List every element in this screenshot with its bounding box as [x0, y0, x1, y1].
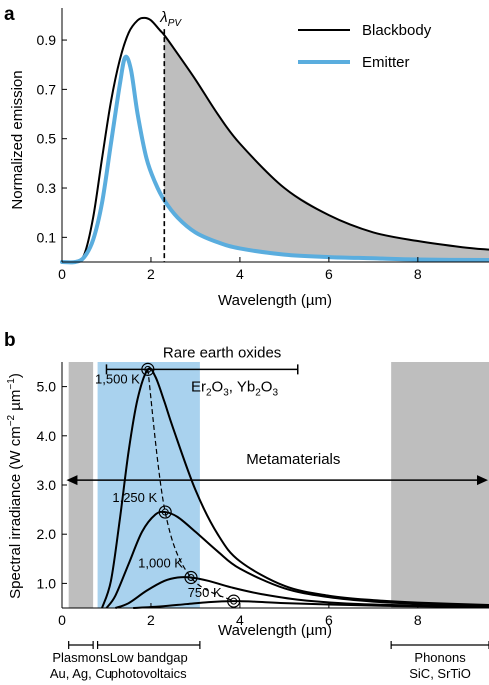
oxide-formula: Er2O3, Yb2O3 — [191, 378, 278, 398]
y-tick-label: 3.0 — [37, 477, 57, 493]
panel-b-x-label: Wavelength (µm) — [218, 622, 332, 639]
metamaterials-label: Metamaterials — [246, 451, 340, 468]
panel-a-x-label: Wavelength (µm) — [218, 292, 332, 309]
panel-b-series — [101, 367, 489, 609]
panel-a-legend: Blackbody Emitter — [298, 22, 432, 71]
x-tick-label: 8 — [414, 266, 422, 282]
region-plasmons — [68, 362, 94, 608]
panel-a-label: a — [4, 4, 15, 25]
panel-a-y-ticks: 0.1 0.3 0.5 0.7 0.9 — [37, 32, 67, 245]
temperature-labels: 1,500 K 1,250 K 1,000 K 750 K — [95, 371, 222, 600]
x-tick-label: 4 — [236, 266, 244, 282]
panel-a-x-ticks: 0 2 4 6 8 — [58, 257, 422, 282]
peak-marker-outer — [227, 594, 241, 608]
phonons-label-line1: Phonons — [414, 650, 466, 665]
panel-a: a λPV 0 2 4 6 8 0.1 0.3 0.5 0.7 0.9 Wavelength (… — [4, 4, 489, 309]
legend-emitter: Emitter — [362, 54, 410, 71]
curve-750k — [133, 600, 489, 609]
panel-b-y-label: Spectral irradiance (W cm−2 µm−1) — [6, 373, 24, 599]
region-low-bandgap — [97, 362, 200, 608]
metamaterials-arrowhead-left — [66, 475, 78, 486]
peak-marker-outer — [184, 570, 198, 585]
lambda-pv-label: λPV — [159, 9, 182, 29]
curve-1500k — [101, 367, 489, 609]
x-tick-label: 6 — [325, 612, 333, 628]
panel-a-shaded-area — [164, 35, 489, 261]
y-tick-label: 0.7 — [37, 81, 57, 97]
x-tick-label: 2 — [147, 266, 155, 282]
y-tick-label: 0.5 — [37, 131, 57, 147]
legend-blackbody: Blackbody — [362, 22, 432, 39]
temp-label: 1,500 K — [95, 371, 140, 386]
emitter-line — [60, 54, 489, 265]
rare-earth-label: Rare earth oxides — [163, 344, 281, 361]
y-tick-label: 5.0 — [37, 379, 57, 395]
peak-marker-outer — [158, 505, 172, 519]
x-tick-label: 0 — [58, 612, 66, 628]
x-tick-label: 4 — [236, 612, 244, 628]
phonons-label-line2: SiC, SrTiO — [409, 666, 471, 681]
y-tick-label: 0.3 — [37, 180, 57, 196]
blackbody-line — [74, 16, 489, 263]
temp-label: 750 K — [188, 585, 222, 600]
x-tick-label: 2 — [147, 612, 155, 628]
peak-marker-inner — [230, 597, 238, 605]
x-tick-label: 8 — [414, 612, 422, 628]
x-tick-label: 0 — [58, 266, 66, 282]
temp-label: 1,250 K — [112, 490, 157, 505]
curve-1000k — [115, 576, 489, 609]
panel-a-series — [60, 16, 489, 265]
panel-b: b 1,500 K 1,250 K 1,000 K 750 K Rare earth … — [4, 330, 489, 681]
peak-locus-dashed — [147, 369, 234, 602]
plasmons-label-line1: Plasmons — [52, 650, 110, 665]
panel-b-y-ticks: 1.0 2.0 3.0 4.0 5.0 — [37, 379, 67, 591]
y-tick-label: 0.9 — [37, 32, 57, 48]
panel-a-y-label: Normalized emission — [9, 70, 26, 209]
y-tick-label: 2.0 — [37, 526, 57, 542]
low_bandgap-label-line1: Low bandgap — [110, 650, 188, 665]
region-phonons — [391, 362, 489, 608]
y-tick-label: 0.1 — [37, 229, 57, 245]
plasmons-label-line2: Au, Ag, Cu — [50, 666, 112, 681]
temp-label: 1,000 K — [138, 555, 183, 570]
peak-marker-inner — [187, 573, 195, 581]
peak-marker-inner — [161, 508, 169, 516]
curve-1250k — [105, 510, 489, 609]
panel-b-regions — [68, 362, 489, 608]
panel-b-annotations: Rare earth oxides Er2O3, Yb2O3 Metamater… — [66, 344, 488, 486]
x-tick-label: 6 — [325, 266, 333, 282]
panel-b-label: b — [4, 330, 16, 351]
low_bandgap-label-line2: photovoltaics — [111, 666, 187, 681]
metamaterials-arrowhead-right — [477, 475, 488, 486]
y-tick-label: 1.0 — [37, 575, 57, 591]
y-tick-label: 4.0 — [37, 428, 57, 444]
